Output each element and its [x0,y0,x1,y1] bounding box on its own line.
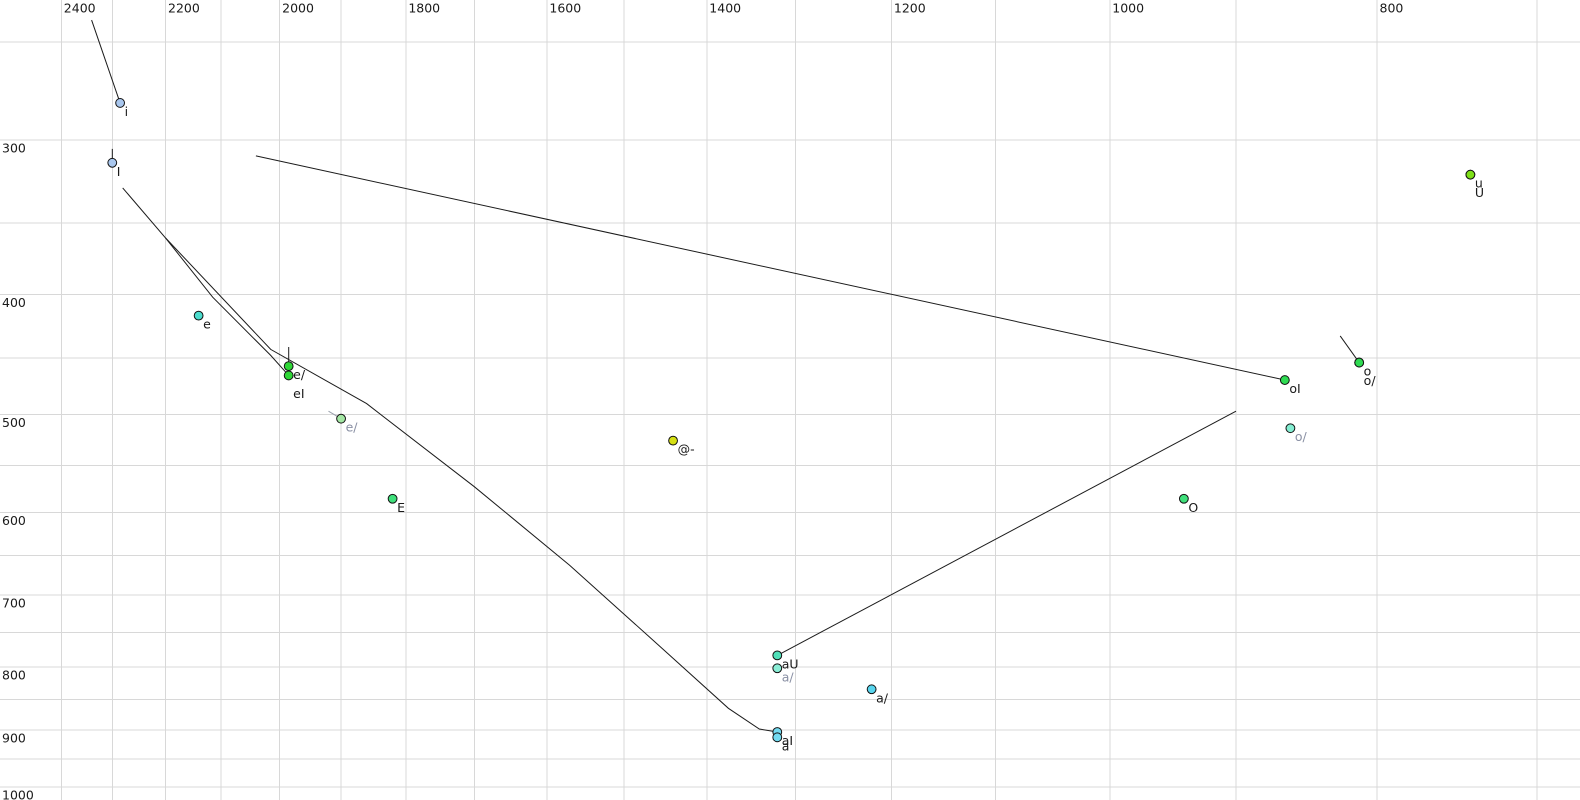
x-tick-label: 1600 [549,1,581,16]
vowel-label-U: U [1475,185,1484,200]
vowel-label-u: u [1475,176,1483,191]
x-tick-label: 1400 [709,1,741,16]
x-tick-label: 1000 [1112,1,1144,16]
y-tick-label: 900 [2,731,26,746]
vowel-dot-U [1465,169,1476,180]
vowel-label-I: I [117,164,121,179]
vowel-dot-a/ [866,684,877,695]
dots-layer [107,98,1476,743]
x-tick-label: 1800 [408,1,440,16]
x-tick-label: 1200 [894,1,926,16]
vowel-dot-oI [1279,375,1290,385]
vowel-dot-E [387,493,398,504]
y-tick-label: 1000 [2,787,34,800]
trajectories-layer [91,19,1360,733]
y-tick-label: 800 [2,667,26,682]
vowel-dot-I [107,157,118,168]
vowel-dot-a [772,732,783,743]
vowel-label-@-: @- [678,442,695,457]
vowel-dot-eI [283,370,294,381]
vowel-label-O: O [1188,500,1198,515]
x-tick-label: 2200 [168,1,200,16]
vowel-label-a/-muted: a/ [782,669,795,684]
vowel-dot-e [193,310,204,321]
vowel-label-o: o [1364,364,1372,379]
y-tick-label: 700 [2,596,26,611]
vowel-label-eI: eI [293,386,304,401]
vowel-label-o/-muted: o/ [1295,429,1308,444]
y-tick-label: 500 [2,415,26,430]
vowel-trajectory-i [91,19,121,104]
vowel-dot-e/-muted [336,413,346,424]
vowel-dot-aU [772,650,783,661]
y-tick-label: 600 [2,513,26,528]
vowel-dot-i [115,98,126,108]
vowel-trajectory-aI [165,237,778,733]
vowel-dot-a/-muted [772,663,783,674]
vowel-label-E: E [397,500,405,515]
vowel-label-aU: aU [782,656,799,671]
x-tick-label: 800 [1380,1,1404,16]
vowel-trajectory-o [1339,335,1360,363]
y-tick-label: 300 [2,141,26,156]
vowel-dot-o/-muted [1285,423,1296,434]
vowel-label-a: a [782,738,790,753]
x-tick-label: 2000 [282,1,314,16]
vowel-label-oI: oI [1289,381,1300,396]
vowel-label-i: i [125,104,128,119]
vowel-label-e/: e/ [293,367,306,382]
vowel-trajectory-eI [122,187,290,376]
vowel-label-o/: o/ [1364,373,1377,388]
vowel-label-e: e [203,317,211,332]
vowel-dot-@- [668,435,678,446]
tick-labels-layer: 2400 2200 2000 1800 1600 1400 1200 1000 800 300 40… [2,1,1403,800]
vowel-label-a/: a/ [876,690,889,705]
vowel-label-aI: aI [782,733,793,748]
vowel-label-e/-muted: e/ [346,420,359,435]
vowel-dot-O [1178,493,1189,504]
vowel-trajectory-aU [777,410,1237,656]
y-tick-label: 400 [2,295,26,310]
x-tick-label: 2400 [64,1,96,16]
vowel-trajectory-oI [255,155,1285,381]
vowel-dot-e/ [283,361,294,372]
vowel-dot-o/ [1354,357,1365,368]
